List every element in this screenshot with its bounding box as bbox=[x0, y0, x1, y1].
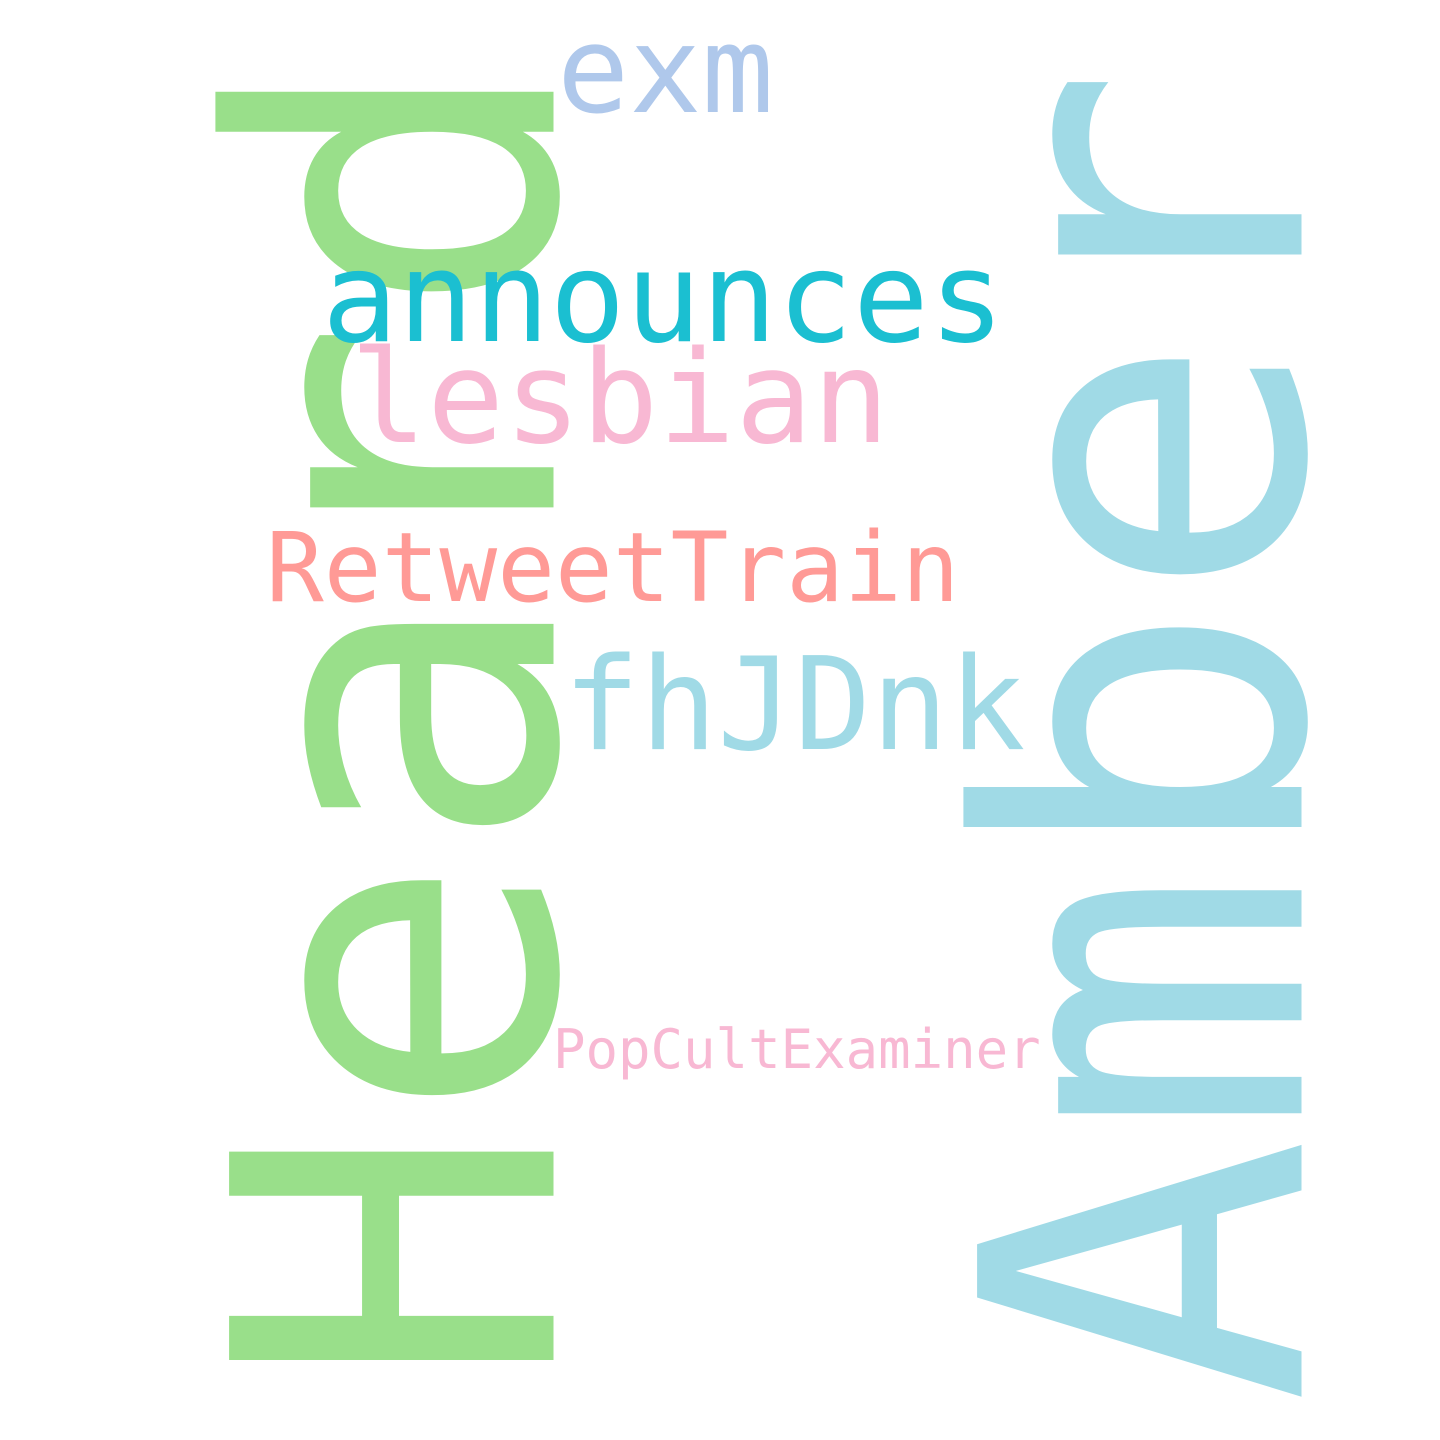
word-fhjdnk: fhJDnk bbox=[563, 631, 1026, 780]
word-retweettrain: RetweetTrain bbox=[266, 512, 960, 624]
word-exm: exm bbox=[557, 2, 774, 141]
word-lesbian: lesbian bbox=[350, 324, 890, 473]
word-popcultexaminer: PopCultExaminer bbox=[553, 1018, 1041, 1081]
word-announces: announces bbox=[322, 224, 1005, 371]
